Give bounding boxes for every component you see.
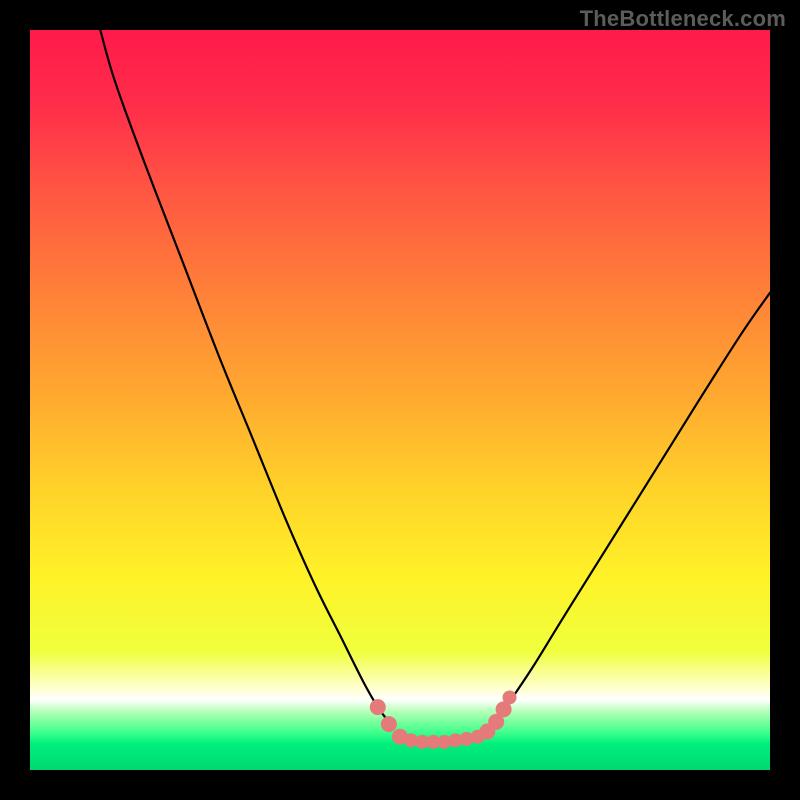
gradient-plot-background <box>30 30 770 770</box>
trough-marker <box>503 690 517 704</box>
chart-frame: TheBottleneck.com <box>0 0 800 800</box>
bottleneck-curve-chart <box>0 0 800 800</box>
trough-marker <box>381 716 397 732</box>
trough-marker <box>370 699 386 715</box>
watermark-text: TheBottleneck.com <box>580 6 786 32</box>
